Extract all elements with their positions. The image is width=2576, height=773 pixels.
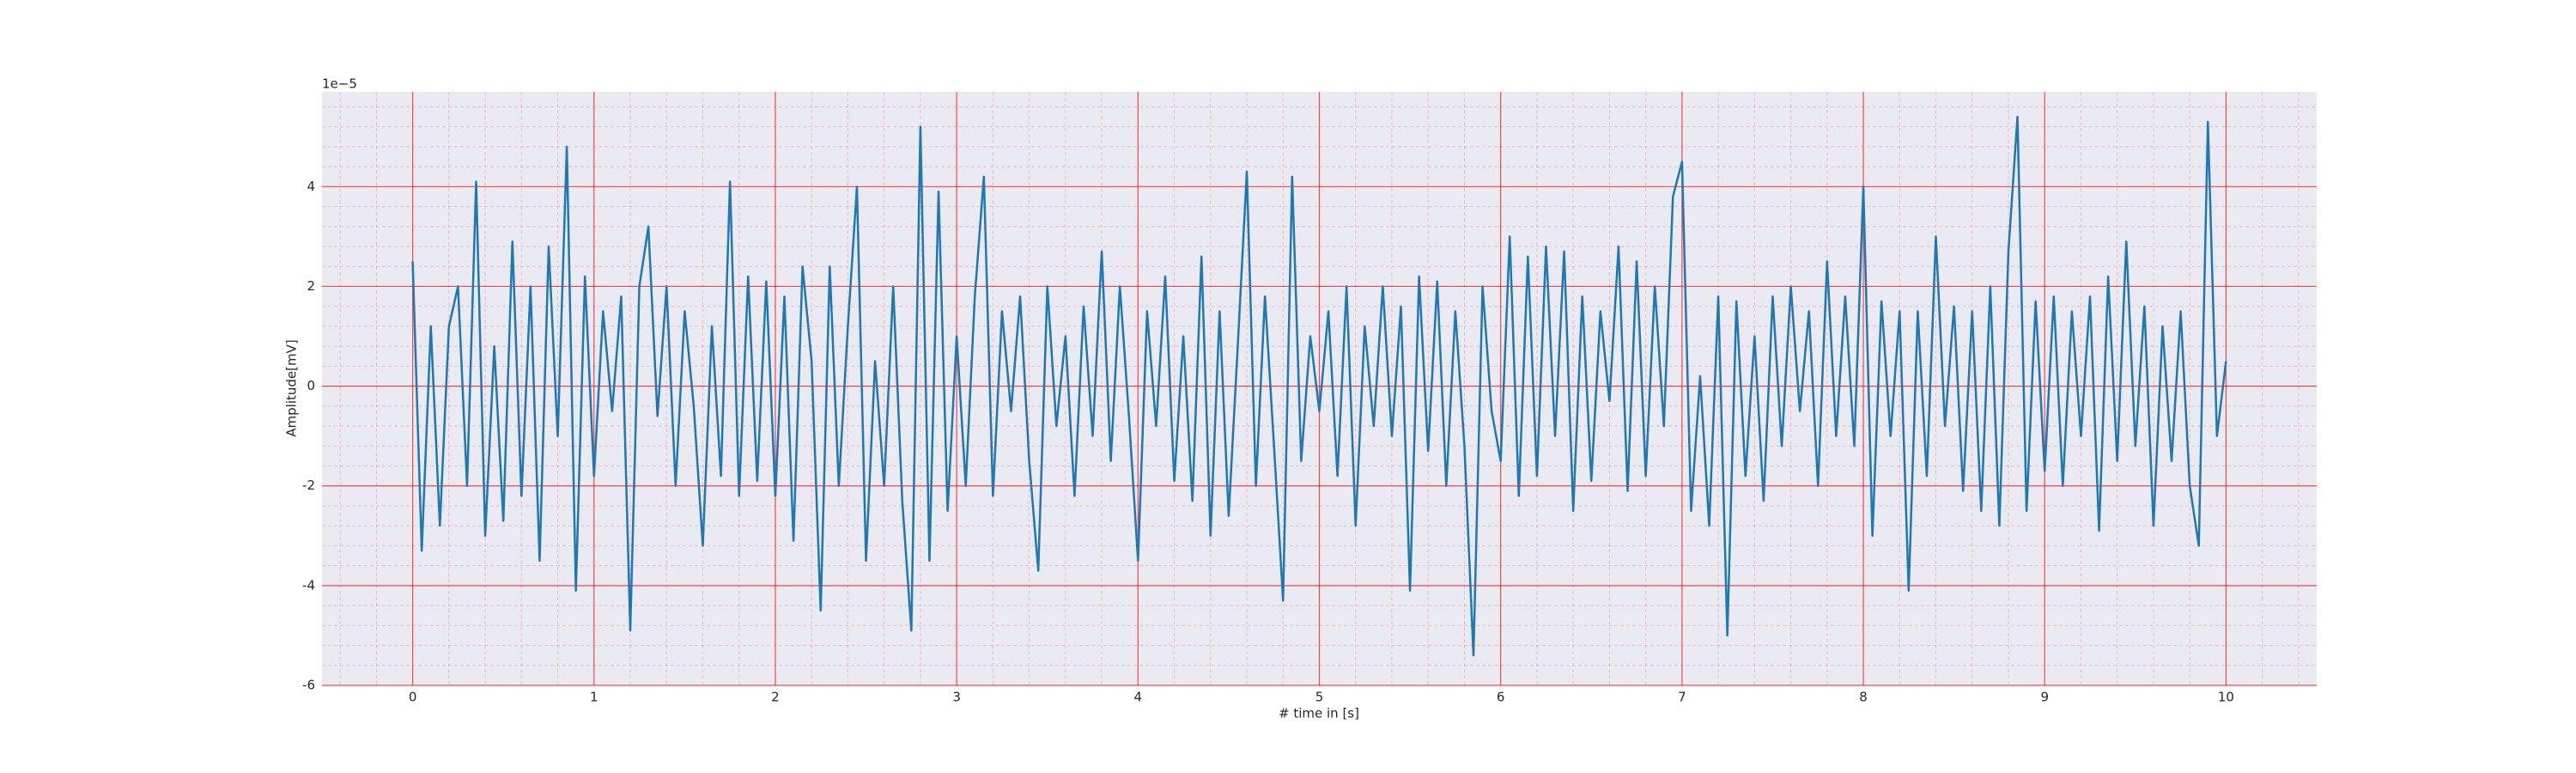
x-tick-label: 0 bbox=[409, 690, 417, 705]
y-tick-label: 4 bbox=[307, 179, 315, 194]
y-tick-label: -2 bbox=[302, 478, 315, 493]
x-tick-label: 1 bbox=[590, 690, 598, 705]
x-tick-label: 7 bbox=[1678, 690, 1686, 705]
x-axis-label: # time in [s] bbox=[1279, 706, 1359, 721]
y-axis-label: Amplitude[mV] bbox=[284, 339, 300, 436]
x-tick-label: 10 bbox=[2218, 690, 2234, 705]
x-tick-label: 8 bbox=[1859, 690, 1868, 705]
y-tick-label: -4 bbox=[302, 577, 315, 593]
y-tick-label: 0 bbox=[307, 378, 315, 393]
y-tick-label: 2 bbox=[307, 278, 315, 294]
y-tick-label: -6 bbox=[302, 678, 315, 693]
x-tick-label: 9 bbox=[2040, 690, 2049, 705]
x-tick-label: 2 bbox=[771, 690, 780, 705]
x-tick-label: 5 bbox=[1315, 690, 1324, 705]
signal-line bbox=[411, 115, 2227, 657]
x-tick-label: 4 bbox=[1134, 690, 1143, 705]
y-offset-label: 1e−5 bbox=[322, 76, 357, 92]
x-tick-label: 6 bbox=[1497, 690, 1505, 705]
x-tick-label: 3 bbox=[952, 690, 961, 705]
